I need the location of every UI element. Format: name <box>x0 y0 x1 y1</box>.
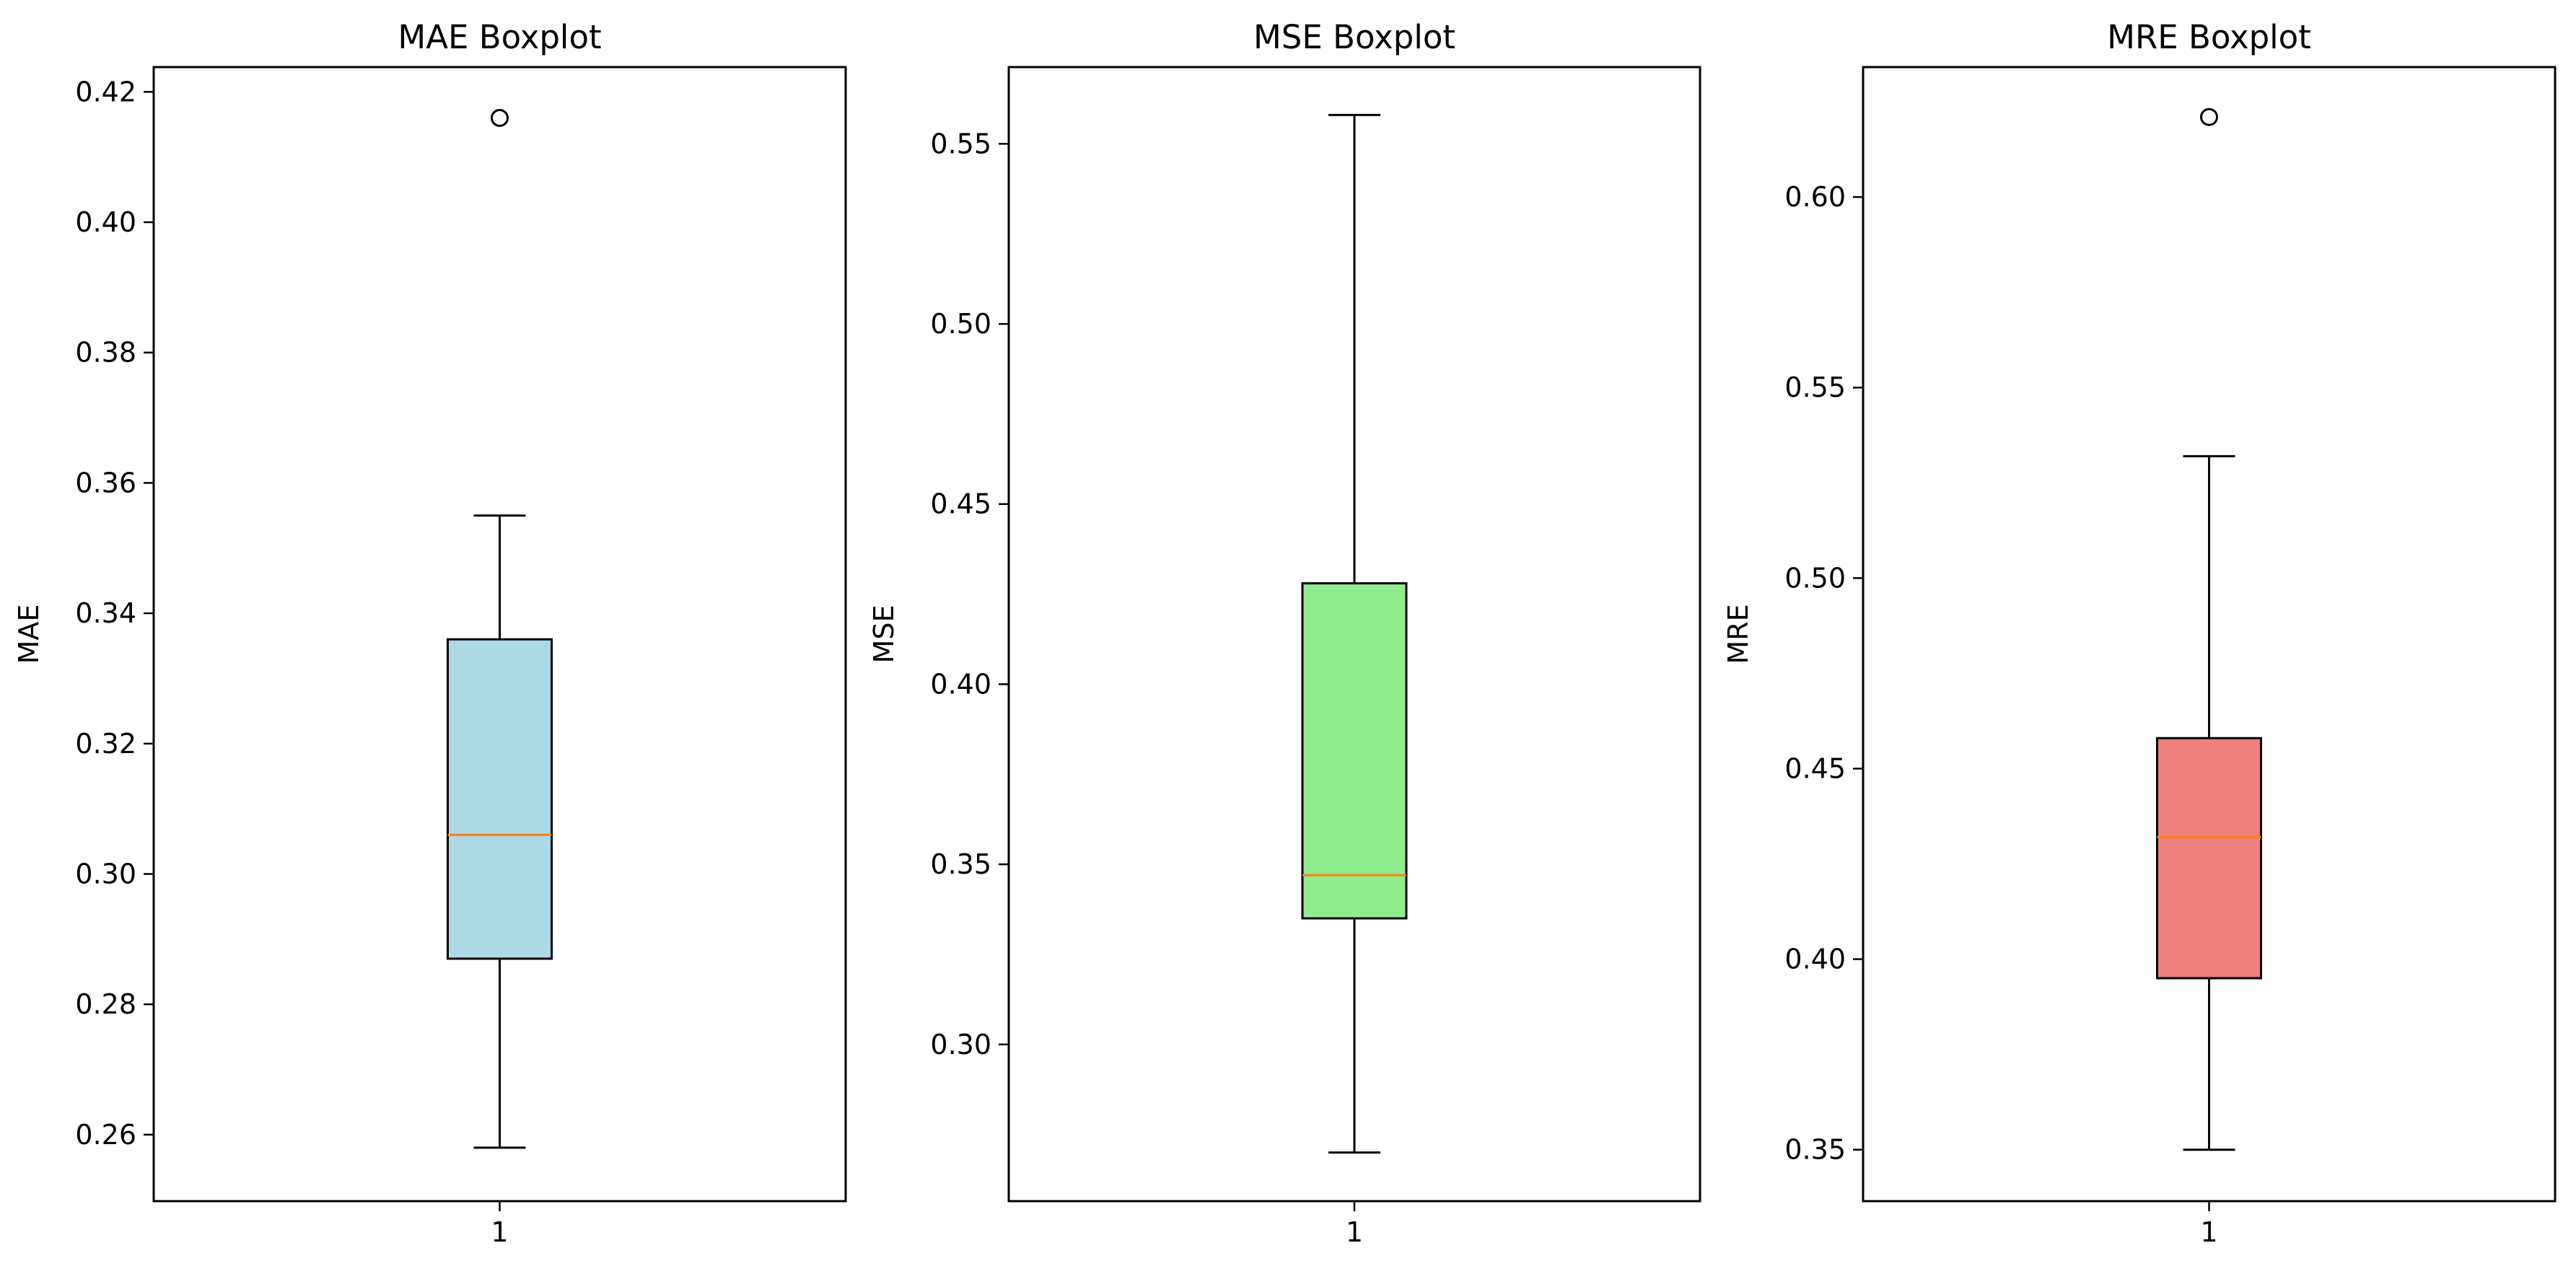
y-axis-label: MRE <box>1722 604 1754 664</box>
y-tick-label: 0.28 <box>75 988 136 1020</box>
x-tick-label: 1 <box>2200 1216 2217 1248</box>
chart-title: MAE Boxplot <box>398 18 601 56</box>
y-tick-label: 0.60 <box>1784 181 1846 213</box>
y-tick-label: 0.40 <box>1784 944 1846 975</box>
y-tick-label: 0.55 <box>1784 372 1846 403</box>
chart-title: MRE Boxplot <box>2107 18 2311 56</box>
chart-panel-2: MSE Boxplot MSE 0.30 0.35 0.40 0.45 0.50 0.55 1 <box>868 18 1701 1248</box>
chart-panel-1: MAE Boxplot MAE 0.26 0.28 0.30 0.32 0.34 0.36 0.… <box>13 18 847 1248</box>
y-tick-label: 0.34 <box>75 597 136 629</box>
box <box>2156 737 2262 980</box>
y-axis-label: MSE <box>868 605 900 664</box>
y-tick-label: 0.26 <box>75 1119 136 1151</box>
outlier-point <box>491 108 509 127</box>
axes-frame <box>152 66 847 1203</box>
y-tick-label: 0.30 <box>75 858 136 889</box>
x-tick-label: 1 <box>491 1216 508 1248</box>
box <box>1301 582 1408 920</box>
y-tick-label: 0.38 <box>75 337 136 369</box>
y-tick-label: 0.42 <box>75 76 136 107</box>
chart-panel-3: MRE Boxplot MRE 0.35 0.40 0.45 0.50 0.55 0.60 1 <box>1722 18 2557 1248</box>
y-tick-label: 0.50 <box>930 308 991 340</box>
axes-frame <box>1007 66 1701 1203</box>
chart-title: MSE Boxplot <box>1253 18 1455 56</box>
y-tick-label: 0.45 <box>1784 752 1846 784</box>
y-tick-label: 0.35 <box>930 848 991 880</box>
y-axis-label: MAE <box>13 605 45 664</box>
y-tick-label: 0.40 <box>930 668 991 700</box>
y-tick-label: 0.40 <box>75 206 136 238</box>
y-tick-label: 0.30 <box>930 1029 991 1060</box>
box <box>447 638 553 960</box>
y-tick-label: 0.55 <box>930 128 991 159</box>
y-tick-label: 0.32 <box>75 728 136 760</box>
outlier-point <box>2200 107 2218 126</box>
y-tick-label: 0.45 <box>930 488 991 520</box>
x-tick-label: 1 <box>1346 1216 1363 1248</box>
y-tick-label: 0.50 <box>1784 562 1846 594</box>
y-tick-label: 0.36 <box>75 467 136 498</box>
axes-frame <box>1862 66 2557 1203</box>
y-tick-label: 0.35 <box>1784 1134 1846 1166</box>
